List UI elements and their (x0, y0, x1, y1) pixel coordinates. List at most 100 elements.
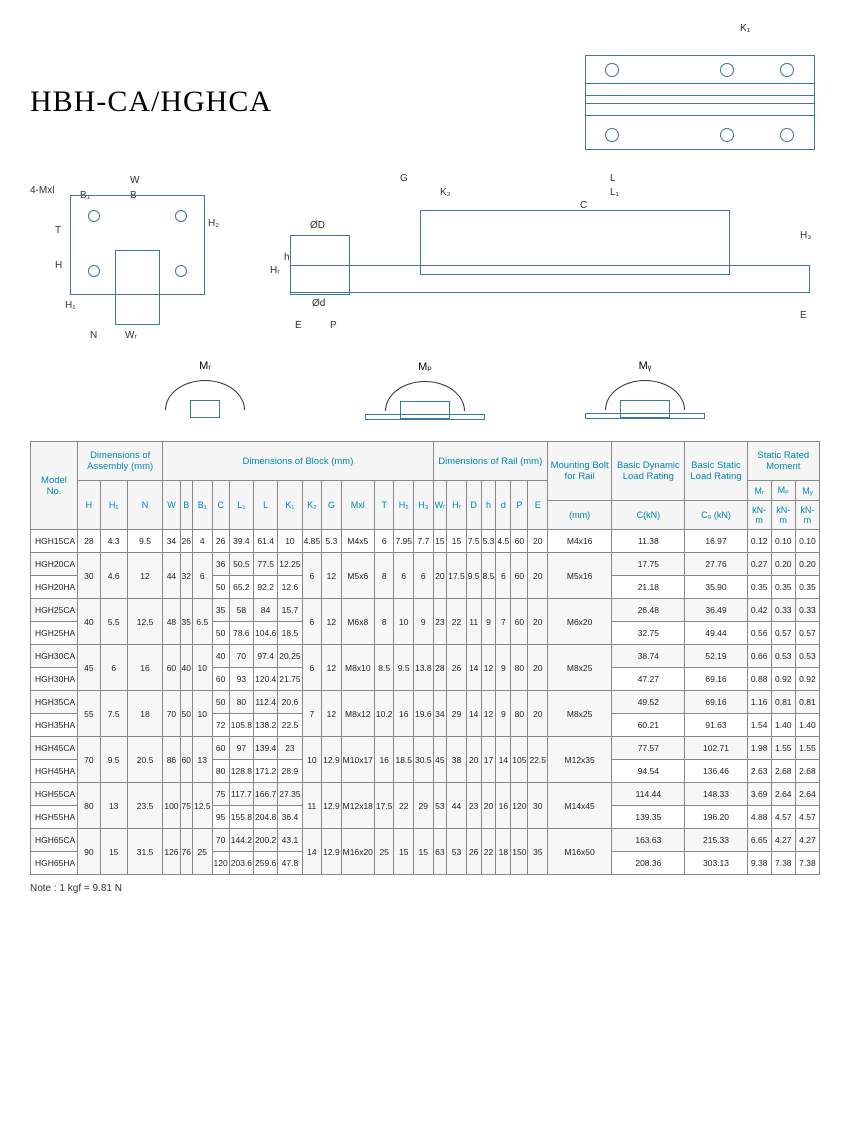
data-cell: 0.57 (795, 622, 819, 645)
data-cell: 34 (433, 691, 447, 737)
sh-l: L (254, 481, 278, 530)
data-cell: 8.5 (481, 553, 496, 599)
data-cell: 60 (212, 668, 229, 691)
data-cell: 2.68 (795, 760, 819, 783)
data-cell: 50 (212, 576, 229, 599)
data-cell: 303.13 (685, 852, 747, 875)
data-cell: 77.57 (612, 737, 685, 760)
data-cell: 120 (511, 783, 528, 829)
data-cell: 21.18 (612, 576, 685, 599)
data-cell: 63 (433, 829, 447, 875)
data-cell: 1.54 (747, 714, 771, 737)
data-cell: 9.5 (394, 645, 414, 691)
data-cell: 2.64 (771, 783, 795, 806)
data-cell: 259.6 (254, 852, 278, 875)
lbl-w: W (130, 175, 139, 186)
data-cell: M8x10 (341, 645, 374, 691)
table-row: HGH25CA405.512.548356.535588415.7612M6x8… (31, 599, 820, 622)
data-cell: 7.5 (466, 530, 481, 553)
sh-e: E (528, 481, 548, 530)
data-cell: 44 (163, 553, 180, 599)
sh-p: P (511, 481, 528, 530)
data-cell: 11.38 (612, 530, 685, 553)
data-cell: 20.5 (127, 737, 163, 783)
model-cell: HGH25CA (31, 599, 78, 622)
data-cell: 208.36 (612, 852, 685, 875)
data-cell: 70 (163, 691, 180, 737)
data-cell: 17.5 (447, 553, 467, 599)
data-cell: 20 (528, 530, 548, 553)
data-cell: 15.7 (278, 599, 302, 622)
sh-mr: Mᵣ (747, 481, 771, 501)
lbl-my: Mᵧ (575, 360, 715, 372)
data-cell: 128.8 (229, 760, 253, 783)
data-cell: 40 (77, 599, 100, 645)
data-cell: 91.63 (685, 714, 747, 737)
data-cell: 9 (481, 599, 496, 645)
lbl-h3: H₃ (800, 230, 811, 241)
data-cell: 9.5 (127, 530, 163, 553)
data-cell: 12.9 (322, 829, 342, 875)
data-cell: 9 (414, 599, 434, 645)
moment-diagrams: Mᵣ Mₚ Mᵧ (30, 360, 820, 421)
data-cell: 20 (481, 783, 496, 829)
data-cell: 0.81 (771, 691, 795, 714)
data-cell: 6.5 (193, 599, 213, 645)
data-cell: 14 (466, 691, 481, 737)
sh-hr: Hᵣ (447, 481, 467, 530)
model-cell: HGH65CA (31, 829, 78, 852)
data-cell: 15 (100, 829, 127, 875)
data-cell: 53 (447, 829, 467, 875)
data-cell: 29 (414, 783, 434, 829)
data-cell: 70 (77, 737, 100, 783)
hdr-block: Dimensions of Block (mm) (163, 442, 433, 481)
data-cell: 47.8 (278, 852, 302, 875)
model-cell: HGH45CA (31, 737, 78, 760)
data-cell: 61.4 (254, 530, 278, 553)
data-cell: 120 (212, 852, 229, 875)
data-cell: 8 (374, 599, 394, 645)
data-cell: 150 (511, 829, 528, 875)
model-cell: HGH25HA (31, 622, 78, 645)
table-row: HGH35CA557.5187050105080112.420.6712M8x1… (31, 691, 820, 714)
data-cell: 20 (528, 553, 548, 599)
data-cell: 20 (528, 599, 548, 645)
data-cell: 26 (466, 829, 481, 875)
data-cell: 65.2 (229, 576, 253, 599)
sh-mm: (mm) (547, 501, 611, 530)
data-cell: 22 (394, 783, 414, 829)
sh-knm1: kN-m (747, 501, 771, 530)
data-cell: 166.7 (254, 783, 278, 806)
data-cell: 117.7 (229, 783, 253, 806)
data-cell: M16x50 (547, 829, 611, 875)
hdr-bolt: Mounting Bolt for Rail (547, 442, 611, 501)
lbl-n: N (90, 330, 97, 341)
data-cell: 76 (180, 829, 192, 875)
data-cell: 23 (278, 737, 302, 760)
data-cell: 13 (100, 783, 127, 829)
data-cell: 0.35 (771, 576, 795, 599)
data-cell: 1.40 (795, 714, 819, 737)
data-cell: 12 (322, 691, 342, 737)
data-cell: 97 (229, 737, 253, 760)
data-cell: 45 (77, 645, 100, 691)
sh-b: B (180, 481, 192, 530)
moment-mr: Mᵣ (135, 360, 275, 421)
data-cell: 7.7 (414, 530, 434, 553)
data-cell: 27.76 (685, 553, 747, 576)
hdr-moment: Static Rated Moment (747, 442, 819, 481)
data-cell: 13 (193, 737, 213, 783)
data-cell: 50.5 (229, 553, 253, 576)
data-cell: 27.35 (278, 783, 302, 806)
data-cell: 49.44 (685, 622, 747, 645)
sh-knm3: kN-m (795, 501, 819, 530)
lbl-wr: Wᵣ (125, 330, 137, 341)
table-row: HGH45CA709.520.58660136097139.4231012.9M… (31, 737, 820, 760)
hdr-rail: Dimensions of Rail (mm) (433, 442, 547, 481)
data-cell: 5.3 (481, 530, 496, 553)
data-cell: 25 (193, 829, 213, 875)
sh-n: N (127, 481, 163, 530)
data-cell: 28 (433, 645, 447, 691)
data-cell: 148.33 (685, 783, 747, 806)
data-cell: 112.4 (254, 691, 278, 714)
